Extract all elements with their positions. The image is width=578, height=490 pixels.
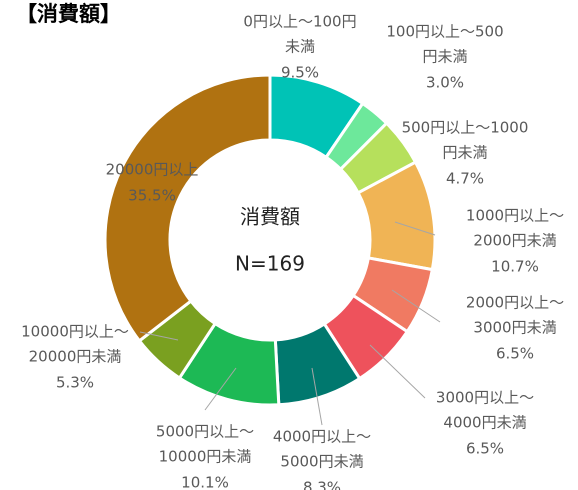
category-label: 4000円以上～ <box>273 428 371 446</box>
value-label: 5.3% <box>56 374 94 392</box>
category-label: 20000円以上 <box>106 161 199 179</box>
category-label: 円未満 <box>422 48 467 66</box>
value-label: 4.7% <box>446 170 484 188</box>
category-label: 10000円以上～ <box>21 323 129 341</box>
value-label: 10.7% <box>491 258 539 276</box>
value-label: 9.5% <box>281 64 319 82</box>
chart-title: 【消費額】 <box>16 2 121 26</box>
center-title: 消費額 <box>240 205 300 229</box>
category-label: 2000円未満 <box>473 232 556 250</box>
category-label: 4000円未満 <box>443 414 526 432</box>
category-label: 0円以上～100円 <box>243 13 356 31</box>
leader-line <box>394 221 436 236</box>
category-label: 5000円以上～ <box>156 423 254 441</box>
center-subtitle: N=169 <box>235 252 305 276</box>
leader-line <box>369 344 426 399</box>
slice <box>103 73 272 343</box>
category-label: 2000円以上～ <box>466 294 564 312</box>
value-label: 6.5% <box>466 440 504 458</box>
category-label: 3000円以上～ <box>436 389 534 407</box>
category-label: 1000円以上～ <box>466 207 564 225</box>
value-label: 6.5% <box>496 345 534 363</box>
value-label: 8.3% <box>303 479 341 490</box>
value-label: 3.0% <box>426 74 464 92</box>
category-label: 未満 <box>285 38 315 56</box>
category-label: 500円以上～1000 <box>402 119 529 137</box>
category-label: 100円以上～500 <box>386 23 503 41</box>
leader-line <box>311 367 323 426</box>
leader-line <box>391 289 441 323</box>
category-label: 5000円未満 <box>280 453 363 471</box>
leader-line <box>204 367 237 411</box>
value-label: 10.1% <box>181 474 229 490</box>
value-label: 35.5% <box>128 187 176 205</box>
category-label: 20000円未満 <box>29 348 122 366</box>
category-label: 10000円未満 <box>159 448 252 466</box>
leader-line <box>139 331 179 341</box>
category-label: 円未満 <box>442 144 487 162</box>
category-label: 3000円未満 <box>473 319 556 337</box>
